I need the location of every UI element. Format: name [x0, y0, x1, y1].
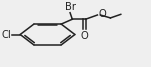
Text: Cl: Cl [2, 29, 11, 40]
Text: O: O [80, 31, 88, 41]
Text: Br: Br [65, 2, 76, 12]
Text: O: O [98, 9, 106, 19]
